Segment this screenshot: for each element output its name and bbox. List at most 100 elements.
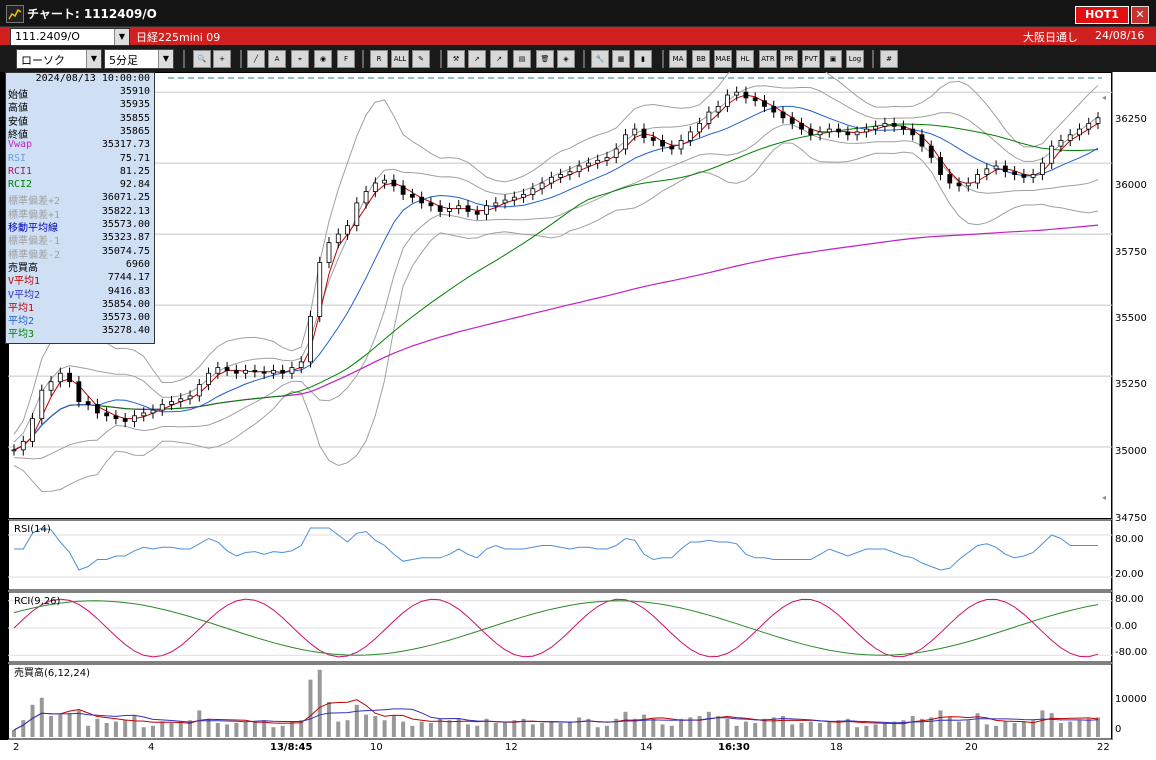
volume-ma1-line xyxy=(13,699,1099,731)
date-label: 24/08/16 xyxy=(1095,29,1145,42)
candle-body xyxy=(882,123,888,127)
chevron-down-icon[interactable]: ▼ xyxy=(86,50,101,68)
candle-body xyxy=(595,159,601,164)
volume-bar xyxy=(95,718,100,737)
scroll-up-icon: ◂ xyxy=(1102,93,1106,102)
data-window-value: 75.71 xyxy=(119,152,150,164)
cursor-icon[interactable]: ⌖ xyxy=(291,50,309,68)
data-window-value: 35910 xyxy=(119,86,150,97)
candle-body xyxy=(76,381,82,403)
trash-icon[interactable]: 🗑 xyxy=(536,50,554,68)
volume-bar xyxy=(892,721,897,737)
candle-body xyxy=(956,182,962,187)
chart-type-value: ローソク xyxy=(21,54,65,67)
bb-icon[interactable]: BB xyxy=(692,50,710,68)
candle-body xyxy=(836,128,841,133)
chart-area[interactable]: ◂ ◂ RSI(14) RCI(9,26) 売買高(6,12,24) xyxy=(8,56,1112,740)
volume-bar xyxy=(651,718,656,737)
candle-body xyxy=(984,168,990,175)
candle-body xyxy=(132,415,137,422)
line-icon[interactable]: ╱ xyxy=(247,50,265,68)
candle-body xyxy=(409,193,415,198)
candle-body xyxy=(854,131,860,136)
chart-type-select[interactable]: ローソク ▼ xyxy=(16,49,102,69)
candle-body xyxy=(447,208,452,212)
candle-body xyxy=(511,196,517,201)
window-titlebar: チャート: 1112409/O HOT1 ✕ xyxy=(0,0,1156,27)
volume-bar xyxy=(113,721,118,737)
symbol-bar: 111.2409/O ▼ 日経225mini 09 大阪日通し 24/08/16 xyxy=(0,27,1156,46)
data-window-row: V平均2 9416.83 xyxy=(6,285,152,301)
ma-icon[interactable]: MA xyxy=(669,50,687,68)
mae-icon[interactable]: MAE xyxy=(714,50,732,68)
candle-body xyxy=(122,418,128,422)
candle-body xyxy=(567,171,573,175)
data-window-value: 35074.75 xyxy=(101,245,150,257)
candle-body xyxy=(817,131,823,136)
wrench-icon[interactable]: 🔧 xyxy=(591,50,609,68)
data-window-row: 標準偏差-1 35323.87 xyxy=(6,232,152,247)
volume-tick-label: 0 xyxy=(1115,724,1122,735)
text-icon[interactable]: A xyxy=(268,50,286,68)
frame-icon[interactable]: ▣ xyxy=(824,50,842,68)
tool-icon[interactable]: ⚒ xyxy=(447,50,465,68)
atr-icon[interactable]: ATR xyxy=(759,50,777,68)
candle-body xyxy=(196,384,202,397)
volume-bar xyxy=(632,718,637,737)
log-icon[interactable]: Log xyxy=(846,50,864,68)
cube-icon[interactable]: ◈ xyxy=(557,50,575,68)
pr-icon[interactable]: PR xyxy=(780,50,798,68)
interval-select[interactable]: 5分足 ▼ xyxy=(104,49,174,69)
data-window-label: RCI1 xyxy=(8,165,33,177)
volume-bar xyxy=(521,718,526,737)
arrow-icon[interactable]: ↗ xyxy=(490,50,508,68)
volume-bar xyxy=(299,720,304,737)
data-window-label: 標準偏差+2 xyxy=(8,196,61,208)
crosshair-icon[interactable]: + xyxy=(213,50,231,68)
range-icon[interactable]: R xyxy=(370,50,388,68)
volume-bar xyxy=(49,716,54,737)
candle-body xyxy=(1012,171,1018,175)
pointer-icon[interactable]: ➚ xyxy=(468,50,486,68)
volume-icon[interactable]: ▮ xyxy=(634,50,652,68)
grid-icon[interactable]: # xyxy=(880,50,898,68)
candle-body xyxy=(743,91,749,99)
time-tick-label: 20 xyxy=(965,742,978,753)
hl-icon[interactable]: HL xyxy=(736,50,754,68)
mark-icon[interactable]: ◉ xyxy=(314,50,332,68)
volume-bar xyxy=(558,723,563,737)
candle-body xyxy=(1086,123,1092,130)
volume-bar xyxy=(642,714,647,737)
data-window-value: 9416.83 xyxy=(107,285,150,297)
candle-body xyxy=(419,196,425,204)
symbol-select[interactable]: 111.2409/O ▼ xyxy=(10,28,130,46)
candle-body xyxy=(762,100,767,107)
fib-icon[interactable]: F xyxy=(337,50,355,68)
volume-bar xyxy=(957,721,962,737)
pvt-icon[interactable]: PVT xyxy=(802,50,820,68)
candle-body xyxy=(919,134,925,147)
chevron-down-icon[interactable]: ▼ xyxy=(114,29,129,45)
color-icon[interactable]: ▦ xyxy=(612,50,630,68)
volume-bar xyxy=(215,723,220,737)
zoom-icon[interactable]: 🔍 xyxy=(193,50,211,68)
pen-icon[interactable]: ✎ xyxy=(412,50,430,68)
volume-bar xyxy=(39,697,44,737)
candle-body xyxy=(965,182,971,187)
volume-panel-frame xyxy=(8,663,1112,740)
data-window-value: 35573.00 xyxy=(101,219,150,230)
volume-bar xyxy=(623,711,628,737)
chevron-down-icon[interactable]: ▼ xyxy=(158,50,173,68)
volume-bar xyxy=(530,724,535,737)
clipboard-icon[interactable]: ▤ xyxy=(513,50,531,68)
candle-body xyxy=(372,182,378,192)
candle-body xyxy=(586,162,591,167)
close-button[interactable]: ✕ xyxy=(1131,6,1149,24)
candle-body xyxy=(354,202,360,227)
volume-bar xyxy=(428,723,433,737)
hot-button[interactable]: HOT1 xyxy=(1075,6,1129,24)
candle-body xyxy=(734,91,740,96)
candle-body xyxy=(771,105,777,113)
volume-bar xyxy=(1068,721,1073,737)
all-icon[interactable]: ALL xyxy=(391,50,409,68)
